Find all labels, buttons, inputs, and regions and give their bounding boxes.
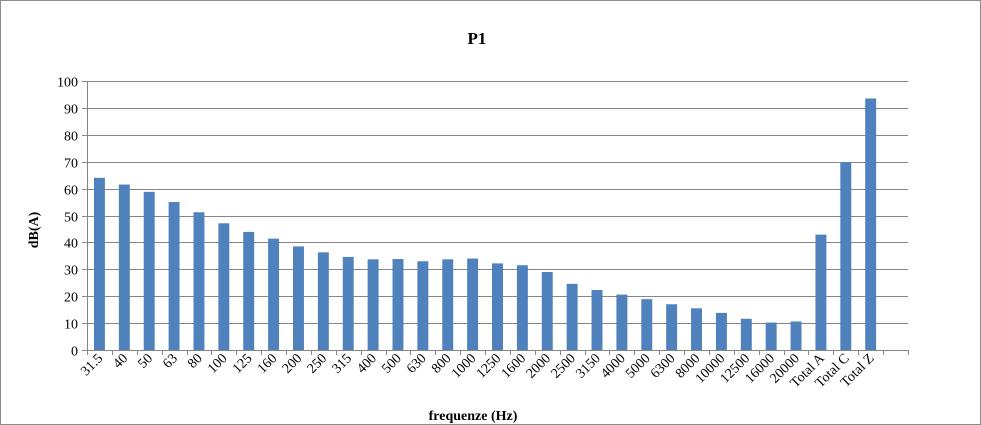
x-tick-label: 100 — [205, 351, 230, 376]
x-tick-label: 50 — [136, 351, 157, 372]
y-tick-label: 70 — [64, 157, 78, 172]
bar — [666, 304, 678, 350]
x-tick-label: 4000 — [598, 351, 628, 381]
bar — [715, 312, 727, 350]
x-tick-label: 1250 — [474, 351, 504, 381]
bar — [392, 259, 404, 350]
bar — [516, 265, 528, 350]
y-tick-label: 60 — [64, 184, 78, 199]
x-tick-label: 200 — [280, 351, 305, 376]
x-axis-label: frequenze (Hz) — [429, 409, 518, 424]
x-tick-label: 250 — [305, 351, 330, 376]
bar — [243, 231, 255, 350]
axes — [87, 81, 909, 355]
y-tick-label: 40 — [64, 237, 78, 252]
bar — [865, 98, 877, 350]
bar — [268, 238, 280, 350]
x-tick-label: 400 — [354, 351, 379, 376]
x-tick-label: 2500 — [549, 351, 579, 381]
bar — [292, 246, 304, 350]
x-tick-label: 31.5 — [78, 351, 106, 379]
y-tick-label: 10 — [64, 318, 78, 333]
bar — [168, 202, 180, 350]
x-tick-label: 1600 — [499, 351, 529, 381]
y-tick-labels: 0 10 20 30 40 50 60 70 80 90 100 — [57, 76, 78, 360]
bar — [591, 290, 603, 350]
x-tick-label: 63 — [160, 351, 181, 372]
x-tick-label: 500 — [379, 351, 404, 376]
x-tick-labels: 31.5 40 50 63 80 100 125 160 200 250 315 400 500 630 8… — [78, 351, 877, 392]
x-tick-label: 5000 — [623, 351, 653, 381]
bar — [765, 322, 777, 350]
bar — [840, 161, 852, 350]
x-tick-label: 125 — [230, 351, 255, 376]
y-tick-label: 0 — [71, 345, 78, 360]
y-tick-label: 30 — [64, 264, 78, 279]
bar — [492, 263, 503, 350]
y-tick-label: 50 — [64, 211, 78, 226]
x-tick-label: 2000 — [524, 351, 554, 381]
x-tick-label: 40 — [111, 351, 132, 372]
chart-title: P1 — [468, 29, 487, 48]
bar — [193, 212, 205, 350]
bar — [740, 318, 752, 350]
bar — [790, 321, 802, 350]
bar — [566, 283, 578, 350]
bar — [93, 177, 105, 350]
bar — [143, 191, 155, 350]
bar — [417, 261, 429, 350]
bar — [118, 184, 130, 350]
x-tick-label: 6300 — [648, 351, 678, 381]
bar — [815, 234, 827, 350]
y-tick-label: 80 — [64, 130, 78, 145]
bar — [367, 259, 379, 350]
y-tick-label: 90 — [64, 103, 78, 118]
x-tick-label: 630 — [404, 351, 429, 376]
x-tick-label: 80 — [185, 351, 206, 372]
bar — [616, 294, 628, 350]
bar — [317, 252, 329, 350]
bar — [442, 259, 454, 350]
bar — [641, 299, 653, 350]
x-tick-label: 1000 — [449, 351, 479, 381]
y-tick-label: 100 — [57, 76, 78, 91]
x-tick-label: 3150 — [573, 351, 603, 381]
bar — [467, 258, 479, 350]
y-tick-label: 20 — [64, 291, 78, 306]
y-axis-label: dB(A) — [27, 211, 42, 248]
x-tick-label: 160 — [255, 351, 280, 376]
x-tick-label: 315 — [330, 351, 355, 376]
bar — [691, 308, 703, 350]
bar — [218, 223, 230, 350]
bars — [93, 98, 877, 350]
bar — [541, 271, 553, 350]
bar — [342, 256, 354, 350]
